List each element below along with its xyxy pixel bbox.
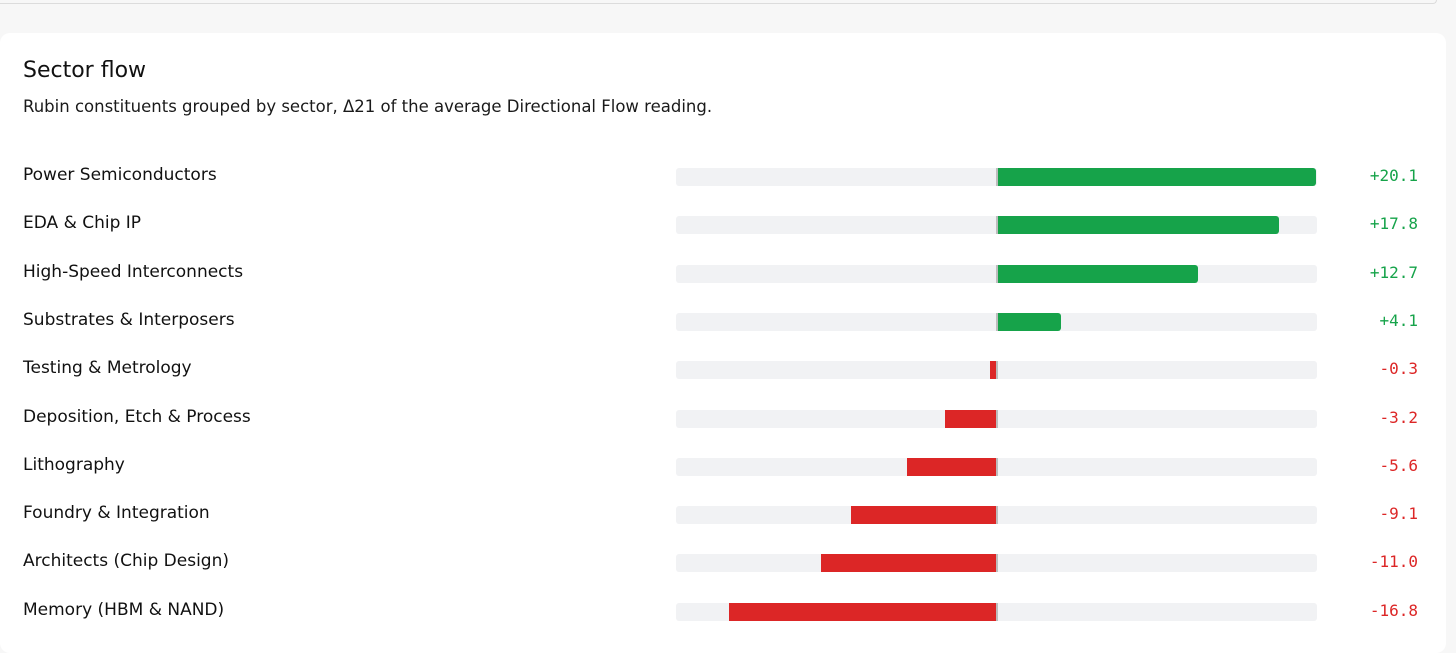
bar-track [676, 361, 1317, 380]
sector-label: High-Speed Interconnects [23, 261, 244, 282]
sector-label: Architects (Chip Design) [23, 551, 230, 572]
zero-line [996, 312, 998, 331]
zero-line [996, 216, 998, 235]
bar-track [676, 409, 1317, 428]
zero-line [996, 506, 998, 525]
sector-label: EDA & Chip IP [23, 213, 142, 234]
bar-track [676, 264, 1317, 283]
zero-line [996, 361, 998, 380]
sector-row: Lithography -5.6 [0, 451, 1446, 483]
sector-label: Testing & Metrology [23, 358, 192, 379]
sector-value-label: -11.0 [1369, 552, 1418, 572]
chart-title: Sector flow [23, 58, 147, 83]
bar-track [676, 554, 1317, 573]
sector-label: Deposition, Etch & Process [23, 406, 251, 427]
chart-subtitle: Rubin constituents grouped by sector, Δ2… [23, 97, 713, 116]
sector-label: Lithography [23, 454, 125, 475]
sector-value-label: -5.6 [1379, 455, 1418, 475]
sector-flow-card: Sector flow Rubin constituents grouped b… [0, 33, 1446, 653]
sector-value-label: +12.7 [1369, 262, 1418, 282]
negative-flow-bar [990, 361, 996, 380]
sector-row: Testing & Metrology -0.3 [0, 354, 1446, 386]
bar-track [676, 168, 1317, 186]
sector-row: Power Semiconductors +20.1 [0, 161, 1446, 193]
sector-label: Foundry & Integration [23, 503, 210, 524]
zero-line [996, 457, 998, 476]
top-panel-edge [0, 0, 1437, 4]
sector-label: Power Semiconductors [23, 165, 217, 185]
sector-value-label: -0.3 [1379, 359, 1418, 379]
bar-track [676, 216, 1317, 235]
sector-row: High-Speed Interconnects +12.7 [0, 258, 1446, 290]
sector-label: Substrates & Interposers [23, 309, 235, 330]
sector-value-label: -3.2 [1379, 407, 1418, 427]
positive-flow-bar [996, 312, 1062, 331]
sector-row: Memory (HBM & NAND) -16.8 [0, 596, 1446, 628]
positive-flow-bar [996, 264, 1199, 283]
sector-value-label: +17.8 [1369, 214, 1418, 234]
bar-track [676, 506, 1317, 525]
zero-line [996, 602, 998, 621]
sector-value-label: +20.1 [1369, 166, 1418, 185]
zero-line [996, 168, 998, 186]
zero-line [996, 264, 998, 283]
bar-track [676, 312, 1317, 331]
zero-line [996, 409, 998, 428]
sector-value-label: -9.1 [1379, 504, 1418, 524]
negative-flow-bar [906, 457, 996, 476]
bar-track [676, 602, 1317, 621]
positive-flow-bar [996, 168, 1316, 186]
sector-row: EDA & Chip IP +17.8 [0, 209, 1446, 241]
negative-flow-bar [851, 506, 996, 525]
sector-row: Architects (Chip Design) -11.0 [0, 547, 1446, 579]
negative-flow-bar [820, 554, 996, 573]
sector-value-label: +4.1 [1379, 310, 1418, 330]
positive-flow-bar [996, 216, 1280, 235]
sector-row: Foundry & Integration -9.1 [0, 499, 1446, 531]
bar-track [676, 457, 1317, 476]
sector-row: Deposition, Etch & Process -3.2 [0, 403, 1446, 435]
negative-flow-bar [728, 602, 996, 621]
sector-row: Substrates & Interposers +4.1 [0, 306, 1446, 338]
negative-flow-bar [945, 409, 996, 428]
zero-line [996, 554, 998, 573]
sector-label: Memory (HBM & NAND) [23, 599, 225, 620]
sector-value-label: -16.8 [1369, 600, 1418, 620]
